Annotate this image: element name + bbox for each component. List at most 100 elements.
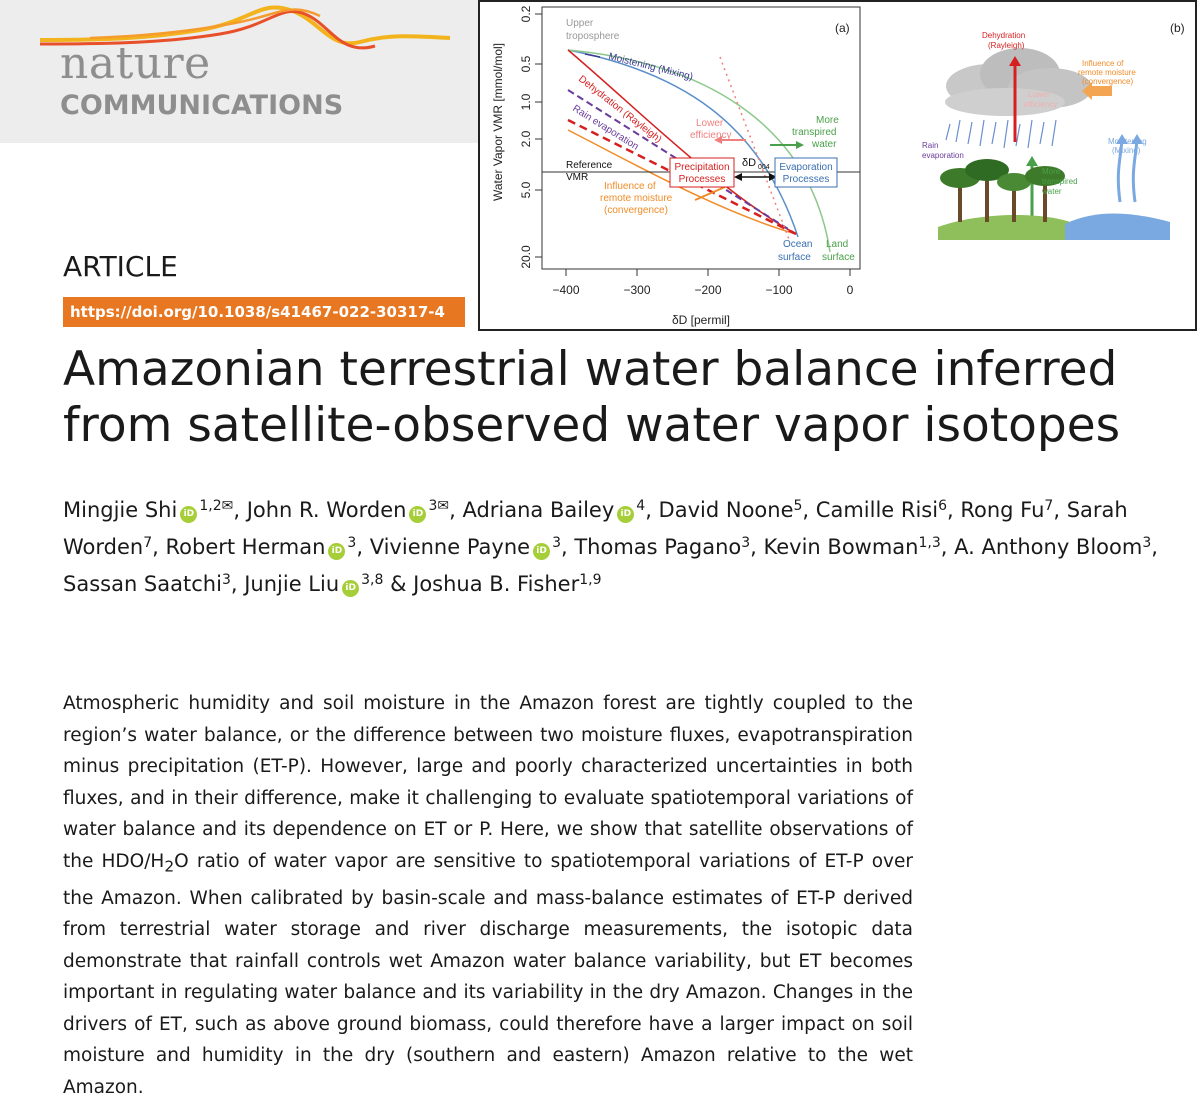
panel-b-more-1: More — [1042, 167, 1061, 176]
author-name[interactable]: Rong Fu — [960, 498, 1045, 522]
author-affiliation: 3 — [347, 535, 357, 551]
author-affiliation: 3 — [552, 535, 561, 551]
panel-b-moistening-1: Moistening — [1108, 137, 1147, 146]
evaporation-label-2: Processes — [783, 174, 830, 185]
journal-header-band: nature COMMUNICATIONS — [0, 0, 478, 143]
precipitation-label-2: Processes — [679, 174, 726, 185]
evaporation-processes-box — [774, 157, 838, 188]
author-name[interactable]: Kevin Bowman — [763, 535, 919, 559]
x-ticks: −400 −300 −200 −100 0 — [552, 269, 854, 297]
x-tick-label: −100 — [765, 283, 792, 297]
author-affiliation: 1,3 — [918, 535, 941, 551]
x-axis-label: δD [permil] — [672, 313, 730, 327]
abstract: Atmospheric humidity and soil moisture i… — [63, 688, 913, 1103]
influence-label-1: Influence of — [604, 181, 656, 192]
land-label-1: Land — [826, 239, 848, 250]
author-name[interactable]: Robert Herman — [165, 535, 326, 559]
transpired-label: transpired — [792, 127, 836, 138]
panel-b-schematic: (b) — [922, 21, 1185, 240]
evaporation-label-1: Evaporation — [779, 162, 832, 173]
y-axis-label: Water Vapor VMR [mmol/mol] — [491, 43, 505, 201]
y-ticks: 0.2 0.5 1.0 2.0 5.0 20.0 — [519, 5, 542, 269]
orcid-icon[interactable]: iD — [409, 506, 427, 523]
y-tick-label: 20.0 — [519, 245, 533, 269]
author-affiliation: 3 — [1142, 535, 1152, 551]
author-affiliation: 3 — [741, 535, 751, 551]
delta-d-label: δD — [742, 157, 756, 169]
reference-dashed-curve — [567, 118, 797, 236]
panel-b-dehydration-1: Dehydration — [982, 31, 1025, 40]
abstract-part-1: Atmospheric humidity and soil moisture i… — [63, 693, 913, 872]
panel-b-more-3: water — [1041, 187, 1062, 196]
author-name[interactable]: Camille Risi — [815, 498, 939, 522]
y-tick-label: 0.2 — [519, 5, 533, 22]
journal-wave-logo — [39, 5, 450, 50]
author-affiliation: 3✉ — [428, 498, 450, 514]
panel-b-dehydration-2: (Rayleigh) — [988, 41, 1025, 50]
author-affiliation: 1,9 — [579, 572, 602, 588]
panel-b-moistening-2: (Mixing) — [1112, 146, 1141, 155]
journal-name-nature: nature — [60, 38, 211, 89]
panel-a-label: (a) — [835, 21, 850, 35]
orcid-icon[interactable]: iD — [180, 506, 198, 523]
y-tick-label: 0.5 — [519, 55, 533, 72]
orcid-icon[interactable]: iD — [328, 543, 346, 560]
article-title: Amazonian terrestrial water balance infe… — [63, 342, 1121, 453]
figure-svg: (a) Water Vapor VMR [mmol/mol] 0.2 0.5 1… — [491, 5, 1185, 327]
water-label: water — [811, 139, 837, 150]
author-affiliation: 3,8 — [361, 572, 384, 588]
orcid-icon[interactable]: iD — [617, 506, 635, 523]
author-affiliation: 3 — [221, 572, 231, 588]
author-name[interactable]: Vivienne Payne — [369, 535, 531, 559]
upper-label: Upper — [566, 18, 594, 29]
author-name[interactable]: Junjie Liu — [244, 572, 340, 596]
precipitation-processes-box — [669, 157, 735, 188]
process-arrows — [584, 53, 804, 201]
troposphere-label: troposphere — [566, 31, 620, 42]
remote-moisture-curve — [567, 129, 797, 235]
land-mixing-curve — [567, 49, 831, 253]
author-name[interactable]: Sassan Saatchi — [63, 572, 222, 596]
y-tick-label: 2.0 — [519, 130, 533, 147]
author-name[interactable]: A. Anthony Bloom — [954, 535, 1143, 559]
moistening-label: Moistening (Mixing) — [607, 51, 694, 83]
panel-b-more-2: transpired — [1042, 177, 1078, 186]
author-list: Mingjie Shi iD 1,2✉, John R. Worden iD 3✉, A… — [63, 498, 1158, 597]
author-name[interactable]: John R. Worden — [246, 498, 407, 522]
author-name[interactable]: Thomas Pagano — [574, 535, 742, 559]
plot-frame — [541, 6, 861, 270]
vmr-label: VMR — [566, 172, 588, 183]
delta-d-subscript: 004 — [758, 164, 770, 171]
author-name[interactable]: David Noone — [658, 498, 794, 522]
land-label-2: surface — [822, 252, 855, 263]
x-tick-label: −300 — [623, 283, 650, 297]
figure-panel: (a) Water Vapor VMR [mmol/mol] 0.2 0.5 1… — [478, 0, 1197, 331]
panel-b-influence-3: (convergence) — [1082, 77, 1133, 86]
author-affiliation: 7 — [1044, 498, 1054, 514]
author-affiliation: 4 — [636, 498, 646, 514]
orcid-icon[interactable]: iD — [533, 543, 551, 560]
panel-b-influence-2: remote moisture — [1078, 68, 1136, 77]
author-name[interactable]: Adriana Bailey — [462, 498, 615, 522]
mixing-curve — [567, 49, 799, 238]
lower-label: Lower — [696, 118, 724, 129]
influence-label-3: (convergence) — [604, 205, 668, 216]
influence-label-2: remote moisture — [600, 193, 673, 204]
x-tick-label: −200 — [694, 283, 721, 297]
author-name[interactable]: Joshua B. Fisher — [413, 572, 580, 596]
abstract-part-2: O ratio of water vapor are sensitive to … — [63, 850, 913, 1098]
author-name[interactable]: Mingjie Shi — [63, 498, 178, 522]
author-affiliation: 6 — [938, 498, 947, 514]
y-tick-label: 1.0 — [519, 93, 533, 110]
author-affiliation: 1,2✉ — [199, 498, 234, 514]
panel-b-rain-2: evaporation — [922, 151, 964, 160]
panel-b-lower-1: Lower — [1028, 90, 1050, 99]
panel-b-lower-2: efficiency — [1024, 100, 1057, 109]
doi-link[interactable]: https://doi.org/10.1038/s41467-022-30317… — [63, 297, 465, 327]
y-tick-label: 5.0 — [519, 181, 533, 198]
panel-b-rain-1: Rain — [922, 141, 938, 150]
orcid-icon[interactable]: iD — [342, 580, 360, 597]
journal-name-communications: COMMUNICATIONS — [60, 90, 344, 121]
efficiency-label: efficiency — [690, 130, 732, 141]
author-name[interactable]: Sarah Worden — [63, 498, 1128, 559]
